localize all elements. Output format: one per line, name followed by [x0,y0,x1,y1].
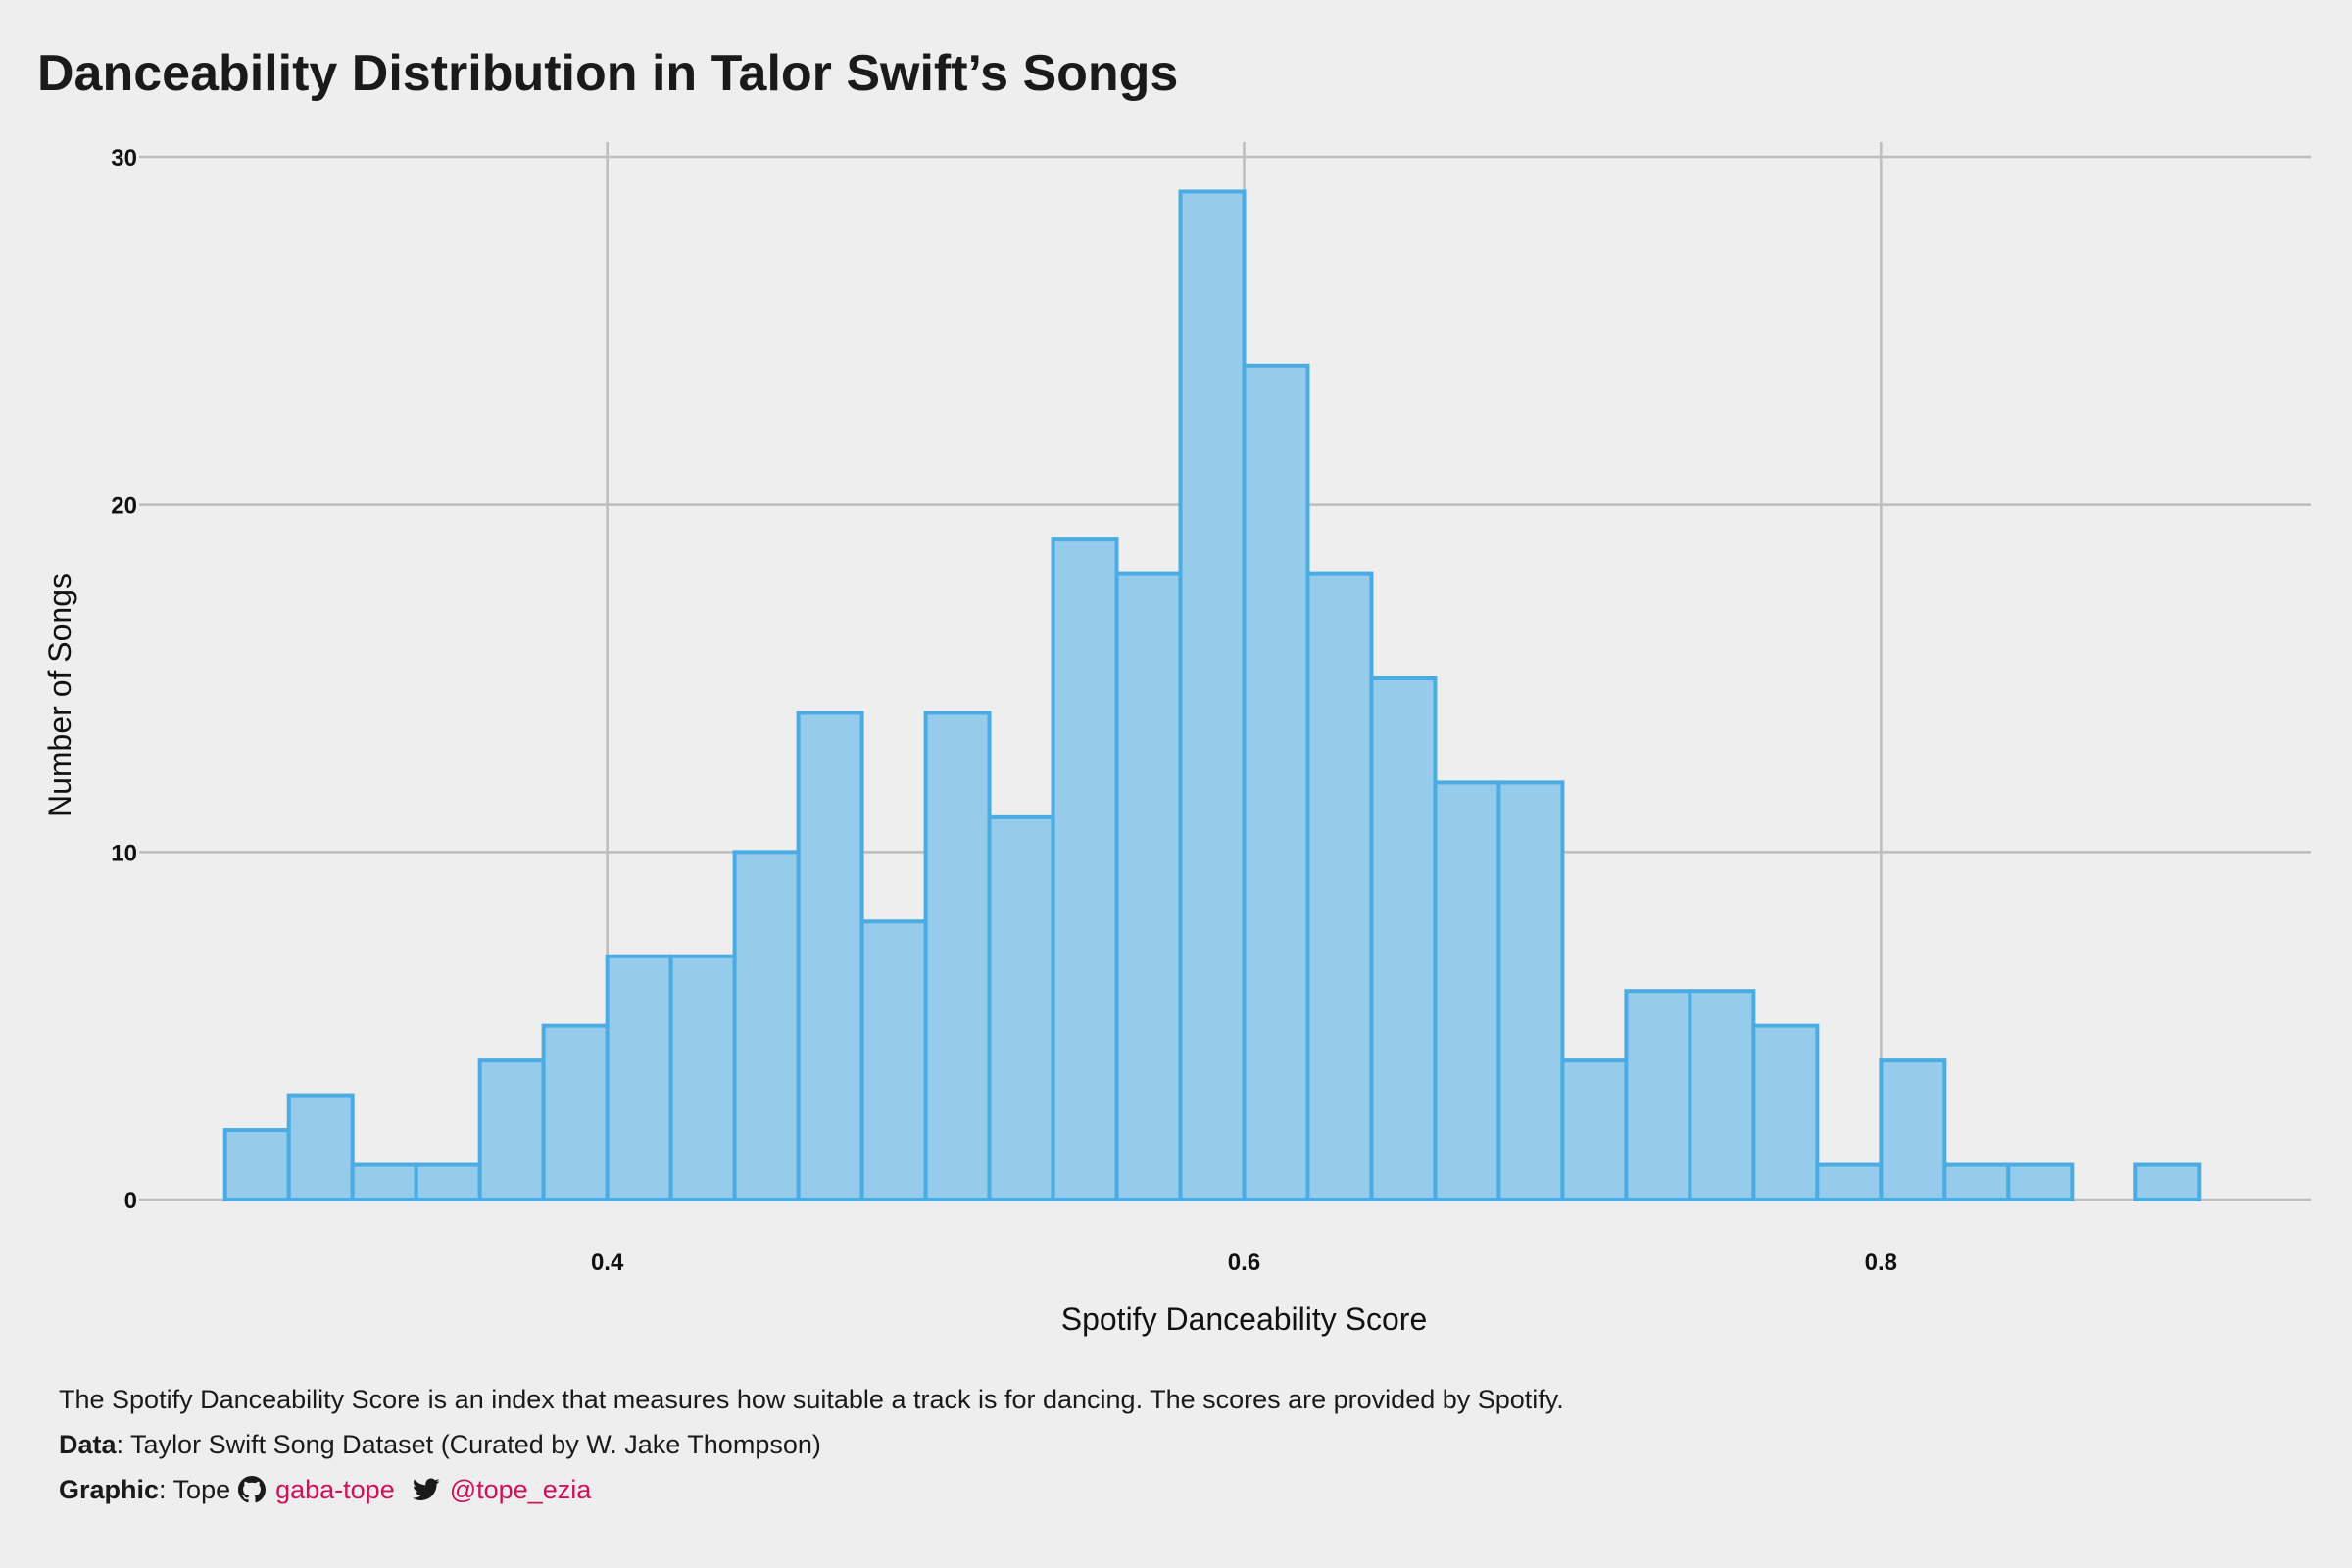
histogram-bar [350,1162,418,1201]
histogram-bar [859,919,928,1201]
y-tick-label: 30 [111,145,137,172]
x-tick-label: 0.4 [591,1250,624,1276]
histogram-bar [1688,989,1756,1202]
histogram-bar [477,1058,546,1201]
histogram-bar [668,954,737,1201]
histogram-bar [222,1128,291,1201]
histogram-bar [1751,1023,1820,1201]
histogram-bar [1369,676,1438,1201]
histogram-bar [286,1093,355,1201]
histogram-bar [605,954,673,1201]
chart-title: Danceability Distribution in Talor Swift… [37,45,1178,102]
histogram-bar [2133,1162,2202,1201]
histogram-bar [414,1162,482,1201]
caption-data-label: Data [59,1430,117,1459]
histogram-bar [1178,189,1247,1201]
caption-description: The Spotify Danceability Score is an ind… [59,1377,2293,1422]
caption-data-line: Data : Taylor Swift Song Dataset (Curate… [59,1422,2293,1467]
histogram-bar [1242,363,1310,1201]
histogram-bar [1114,571,1183,1201]
histogram-bar [923,710,992,1201]
y-tick-label: 0 [124,1188,137,1214]
y-tick-label: 10 [111,840,137,866]
histogram-bar [987,814,1055,1201]
x-axis-title: Spotify Danceability Score [1061,1301,1428,1337]
bars [222,189,2202,1202]
histogram-bar [541,1023,610,1201]
histogram-bar [1624,989,1692,1202]
twitter-icon [412,1478,440,1501]
histogram-bar [1879,1058,1947,1201]
y-axis-title: Number of Songs [42,573,77,817]
caption: The Spotify Danceability Score is an ind… [59,1377,2293,1512]
histogram-bar [1051,537,1119,1201]
histogram-bar [2006,1162,2075,1201]
x-tick-label: 0.6 [1228,1250,1260,1276]
x-tick-label: 0.8 [1865,1250,1897,1276]
twitter-link[interactable]: @tope_ezia [449,1475,592,1504]
histogram-bar [796,710,864,1201]
y-tick-label: 20 [111,493,137,519]
caption-graphic-line: Graphic : Tope gaba-tope @tope_ezia [59,1467,2293,1512]
histogram-bar [1433,780,1501,1202]
histogram-bar [1305,571,1374,1201]
github-icon [238,1476,267,1503]
tick-labels: 0 10 20 30 0.4 0.6 0.8 [111,145,1897,1276]
caption-data-text: : Taylor Swift Song Dataset (Curated by … [116,1430,821,1459]
histogram-bar [732,850,801,1201]
caption-graphic-text: : Tope [159,1475,231,1504]
github-link[interactable]: gaba-tope [275,1475,395,1504]
histogram-bar [1815,1162,1884,1201]
histogram-bar [1942,1162,2011,1201]
histogram-bar [1496,780,1565,1202]
caption-description-text: The Spotify Danceability Score is an ind… [59,1385,1564,1414]
caption-graphic-label: Graphic [59,1475,160,1504]
histogram-bar [1560,1058,1629,1201]
